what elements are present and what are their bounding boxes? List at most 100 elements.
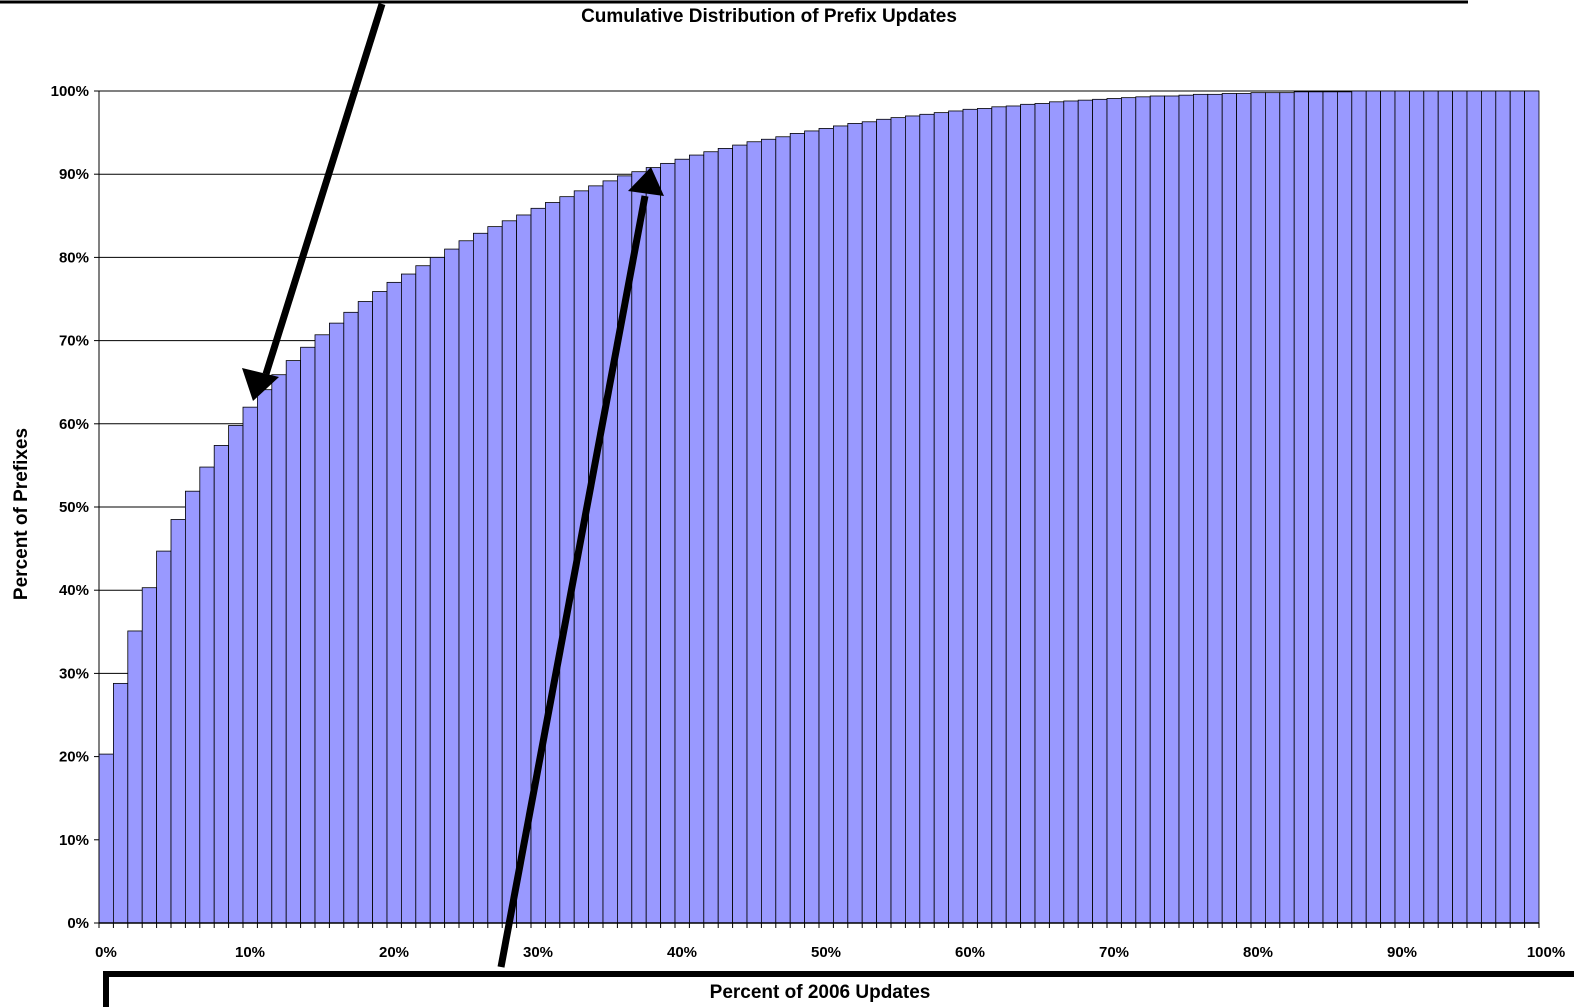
bar	[789, 133, 806, 924]
y-tick-label: 80%	[59, 249, 89, 266]
bar	[919, 113, 935, 924]
bar	[400, 273, 417, 924]
bar	[1149, 95, 1165, 924]
bar	[184, 490, 201, 924]
bar	[1279, 92, 1295, 924]
bar	[1495, 90, 1511, 924]
bar	[732, 144, 748, 924]
x-tick-label: 80%	[1243, 944, 1273, 961]
bar	[1135, 96, 1151, 924]
bar	[372, 291, 388, 924]
bar	[386, 281, 402, 924]
bar	[444, 248, 460, 924]
bar	[487, 226, 503, 924]
bar	[991, 106, 1007, 924]
bar	[1193, 93, 1209, 924]
bar	[933, 112, 950, 924]
bar	[1034, 103, 1050, 924]
bar	[113, 682, 129, 924]
y-tick-label: 40%	[59, 582, 89, 599]
y-tick-label: 20%	[59, 749, 89, 766]
bar	[1308, 91, 1324, 924]
y-tick-label: 60%	[59, 416, 89, 433]
bar	[631, 171, 647, 924]
bar	[1236, 93, 1252, 924]
bar	[761, 138, 777, 924]
bar	[977, 108, 993, 924]
bar	[717, 148, 734, 924]
bar	[890, 117, 906, 924]
annotation-arrow-upper-left	[242, 2, 386, 401]
bar	[1365, 90, 1381, 924]
bar	[689, 154, 705, 924]
bar	[472, 232, 489, 924]
bar	[1250, 92, 1266, 924]
bar	[271, 374, 287, 924]
y-tick-label: 100%	[51, 83, 89, 100]
bar	[1106, 98, 1122, 924]
bar	[876, 118, 892, 924]
bar	[343, 311, 359, 924]
bar	[1049, 101, 1065, 924]
bar	[833, 125, 849, 924]
bar	[1020, 103, 1036, 924]
bar	[1409, 90, 1425, 924]
bar	[1121, 97, 1137, 924]
bar	[1466, 90, 1482, 924]
bar	[1077, 99, 1093, 924]
bar	[818, 128, 834, 924]
bar	[1265, 92, 1281, 924]
bar	[357, 301, 374, 924]
x-tick-label: 60%	[955, 944, 985, 961]
bar	[314, 334, 330, 924]
bar	[328, 322, 345, 924]
axes	[94, 90, 1540, 928]
bar	[962, 108, 978, 924]
chart-title: Cumulative Distribution of Prefix Update…	[581, 6, 957, 27]
bar	[141, 587, 157, 924]
bar	[602, 180, 618, 924]
bar	[804, 130, 820, 924]
x-tick-label: 10%	[235, 944, 265, 961]
bar	[948, 110, 964, 924]
x-tick-label: 20%	[379, 944, 409, 961]
bar	[1423, 90, 1439, 924]
bar	[1005, 105, 1022, 924]
bar	[242, 406, 258, 924]
bar	[98, 753, 114, 924]
bar	[1509, 90, 1525, 924]
x-tick-label: 30%	[523, 944, 553, 961]
bar	[703, 151, 719, 924]
x-axis-title: Percent of 2006 Updates	[710, 982, 931, 1003]
y-axis-title: Percent of Prefixes	[11, 428, 32, 600]
y-tick-label: 30%	[59, 665, 89, 682]
bar	[1063, 100, 1079, 924]
bar	[285, 360, 302, 924]
x-axis-tick-labels: 0% 10% 20% 30% 40% 50% 60% 70% 80% 90% 100%	[95, 944, 1565, 961]
bar	[1437, 90, 1453, 924]
x-tick-label: 40%	[667, 944, 697, 961]
bar	[1221, 93, 1237, 924]
bar	[1452, 90, 1468, 924]
bar	[1351, 90, 1367, 924]
bar	[199, 466, 215, 924]
bar	[415, 265, 431, 924]
y-tick-label: 0%	[67, 915, 89, 932]
bar	[530, 207, 546, 924]
bar	[1178, 94, 1194, 924]
bar	[1092, 98, 1108, 924]
bar	[674, 158, 690, 924]
bar	[559, 196, 575, 924]
bar	[127, 630, 143, 924]
bar	[1293, 91, 1309, 924]
bar	[501, 220, 518, 924]
x-tick-label: 100%	[1527, 944, 1565, 961]
bar	[1524, 90, 1540, 924]
bar	[228, 425, 244, 924]
bar	[429, 256, 446, 924]
bar	[905, 115, 921, 924]
y-tick-label: 50%	[59, 499, 89, 516]
bar	[746, 141, 762, 924]
y-tick-label: 70%	[59, 333, 89, 350]
